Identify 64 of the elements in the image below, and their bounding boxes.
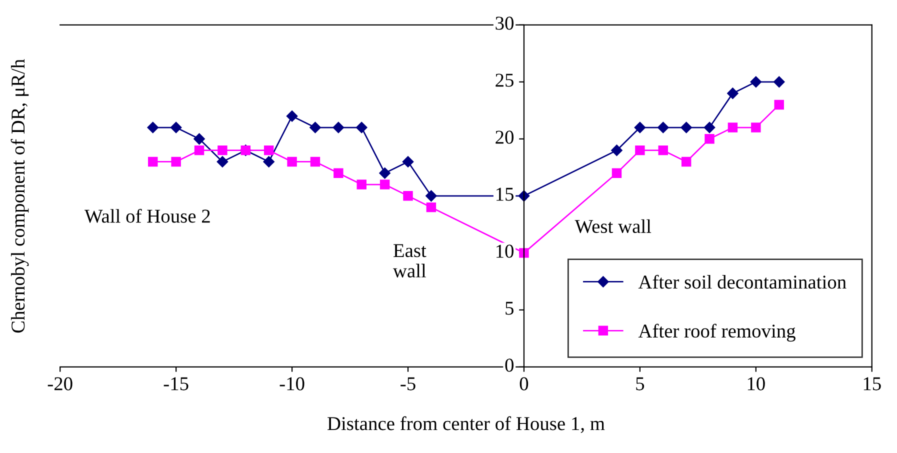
- annotation: West wall: [574, 219, 652, 234]
- point: [332, 122, 344, 134]
- point: [774, 76, 785, 88]
- point: [611, 144, 622, 156]
- point: [148, 156, 158, 167]
- annotation: East wall: [392, 244, 426, 278]
- point: [170, 122, 182, 134]
- point: [750, 76, 762, 88]
- y-tick-label: 10: [496, 244, 514, 258]
- point: [658, 145, 668, 156]
- y-tick-label: 20: [496, 130, 514, 144]
- point: [612, 168, 622, 178]
- point: [147, 122, 158, 134]
- point: [658, 122, 669, 134]
- y-tick-label: 25: [496, 74, 514, 87]
- point: [194, 145, 204, 156]
- point: [634, 122, 646, 134]
- x-tick-label: 15: [864, 377, 881, 390]
- x-tick-label: -5: [400, 377, 416, 390]
- y-axis-title: Chernobyl component of DR, μR/h: [10, 59, 29, 333]
- point: [680, 122, 692, 134]
- y-tick-label: 15: [496, 188, 514, 201]
- point: [519, 248, 529, 258]
- x-tick-label: 5: [636, 377, 644, 390]
- x-tick-label: 10: [748, 377, 765, 390]
- x-axis-title: Distance from center of House 1, m: [328, 416, 605, 433]
- point: [774, 100, 784, 110]
- point: [287, 156, 297, 167]
- point: [171, 156, 181, 167]
- point: [380, 180, 390, 190]
- point: [310, 122, 321, 134]
- point: [727, 88, 738, 99]
- point: [426, 202, 436, 212]
- point: [194, 133, 205, 145]
- legend-label: After roof removing: [638, 324, 796, 342]
- point: [751, 122, 761, 132]
- x-tick-label: -15: [164, 377, 188, 390]
- point: [379, 168, 390, 179]
- point: [635, 145, 645, 156]
- point: [264, 145, 274, 156]
- y-tick-label: 0: [505, 358, 514, 372]
- point: [728, 122, 738, 132]
- point: [518, 190, 530, 202]
- point: [704, 134, 714, 144]
- point: [334, 168, 344, 178]
- point: [704, 122, 716, 134]
- y-tick-label: 5: [506, 302, 514, 315]
- point: [218, 145, 228, 156]
- point: [403, 191, 413, 201]
- point: [263, 156, 274, 168]
- x-tick-label: -10: [280, 377, 304, 390]
- x-tick-label: 0: [520, 377, 528, 390]
- point: [426, 190, 437, 202]
- point: [286, 110, 298, 122]
- annotation: Wall of House 2: [84, 208, 210, 223]
- point: [356, 122, 368, 134]
- point: [310, 156, 320, 167]
- x-tick-label: -20: [48, 377, 72, 390]
- point: [402, 156, 414, 168]
- point: [356, 180, 366, 190]
- point: [681, 156, 692, 167]
- point: [216, 156, 228, 168]
- y-tick-label: 30: [496, 16, 514, 30]
- legend-label: After soil decontamination: [638, 274, 846, 289]
